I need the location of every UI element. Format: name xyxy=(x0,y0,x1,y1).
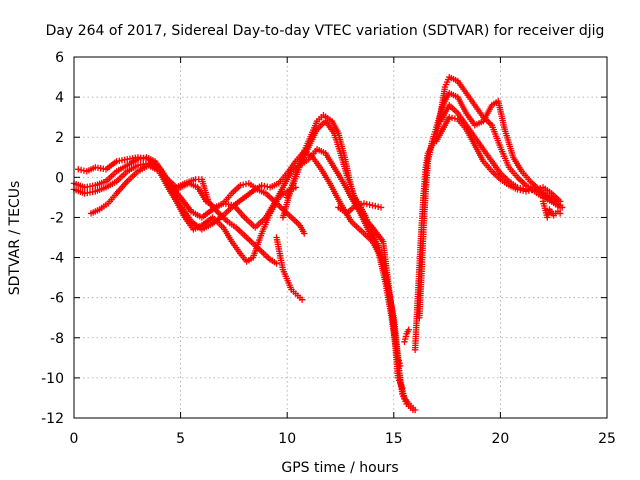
x-tick-label: 5 xyxy=(176,431,185,447)
y-tick-label: 4 xyxy=(55,90,64,106)
data-point-markers xyxy=(70,146,406,392)
series-trace-5 xyxy=(168,180,308,237)
data-markers xyxy=(70,73,566,414)
data-point-markers xyxy=(416,89,566,321)
series-trace-2 xyxy=(70,146,406,392)
y-tick-label: -12 xyxy=(41,411,64,427)
y-tick-label: -4 xyxy=(50,251,64,267)
data-point-markers xyxy=(437,101,564,205)
y-tick-label: -10 xyxy=(41,371,64,387)
y-tick-label: -8 xyxy=(50,331,64,347)
data-point-markers xyxy=(539,198,564,221)
chart-title: Day 264 of 2017, Sidereal Day-to-day VTE… xyxy=(46,23,605,39)
series-trace-13 xyxy=(433,113,564,211)
data-point-markers xyxy=(168,180,308,237)
data-point-markers xyxy=(70,148,404,370)
x-tick-label: 15 xyxy=(385,431,403,447)
x-tick-label: 0 xyxy=(70,431,79,447)
grid-lines xyxy=(74,57,607,418)
y-tick-label: 2 xyxy=(55,130,64,146)
y-axis-label: SDTVAR / TECUs xyxy=(7,181,23,296)
axis-ticks: 0 5 10 15 20 25 -12 -10 -8 -6 -4 -2 0 2 4 6 xyxy=(41,50,616,447)
y-tick-label: -2 xyxy=(50,210,64,226)
series-trace-4 xyxy=(87,162,299,265)
series-trace-14 xyxy=(437,101,564,205)
y-tick-label: 6 xyxy=(55,50,64,66)
series-trace-15 xyxy=(539,198,564,221)
data-point-markers xyxy=(273,234,306,303)
y-tick-label: -6 xyxy=(50,291,64,307)
plot-frame xyxy=(73,56,608,419)
x-tick-label: 25 xyxy=(598,431,616,447)
data-point-markers xyxy=(87,162,299,265)
data-point-markers xyxy=(401,326,412,345)
x-tick-label: 20 xyxy=(491,431,509,447)
series-trace-3 xyxy=(75,154,280,267)
data-point-markers xyxy=(335,200,385,217)
series-trace-1 xyxy=(70,148,404,370)
series-trace-10 xyxy=(401,326,412,345)
data-point-markers xyxy=(75,154,280,267)
x-tick-label: 10 xyxy=(278,431,296,447)
x-axis-label: GPS time / hours xyxy=(281,460,398,476)
data-point-markers xyxy=(433,113,564,211)
series-trace-6 xyxy=(273,234,306,303)
y-tick-label: 0 xyxy=(55,170,64,186)
series-trace-12 xyxy=(416,89,566,321)
series-trace-9 xyxy=(335,200,385,217)
